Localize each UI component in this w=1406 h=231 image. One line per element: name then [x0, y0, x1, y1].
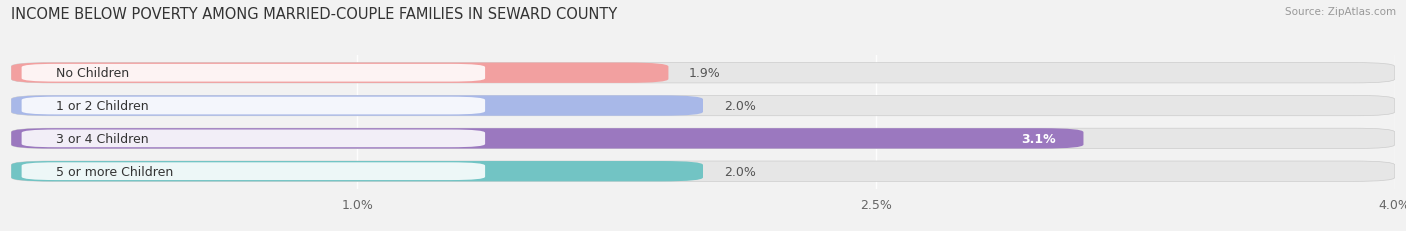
- Text: 2.0%: 2.0%: [724, 165, 755, 178]
- Text: No Children: No Children: [56, 67, 129, 80]
- Text: INCOME BELOW POVERTY AMONG MARRIED-COUPLE FAMILIES IN SEWARD COUNTY: INCOME BELOW POVERTY AMONG MARRIED-COUPL…: [11, 7, 617, 22]
- FancyBboxPatch shape: [11, 161, 703, 182]
- Text: 2.0%: 2.0%: [724, 100, 755, 112]
- FancyBboxPatch shape: [11, 96, 703, 116]
- FancyBboxPatch shape: [11, 161, 1395, 182]
- FancyBboxPatch shape: [11, 129, 1395, 149]
- FancyBboxPatch shape: [21, 130, 485, 148]
- Text: 1 or 2 Children: 1 or 2 Children: [56, 100, 149, 112]
- Text: 3.1%: 3.1%: [1021, 132, 1056, 145]
- FancyBboxPatch shape: [11, 63, 1395, 84]
- FancyBboxPatch shape: [21, 163, 485, 180]
- FancyBboxPatch shape: [11, 96, 1395, 116]
- FancyBboxPatch shape: [21, 65, 485, 82]
- Text: 3 or 4 Children: 3 or 4 Children: [56, 132, 149, 145]
- Text: 1.9%: 1.9%: [689, 67, 721, 80]
- Text: 5 or more Children: 5 or more Children: [56, 165, 173, 178]
- FancyBboxPatch shape: [21, 97, 485, 115]
- FancyBboxPatch shape: [11, 63, 668, 84]
- Text: Source: ZipAtlas.com: Source: ZipAtlas.com: [1285, 7, 1396, 17]
- FancyBboxPatch shape: [11, 129, 1084, 149]
